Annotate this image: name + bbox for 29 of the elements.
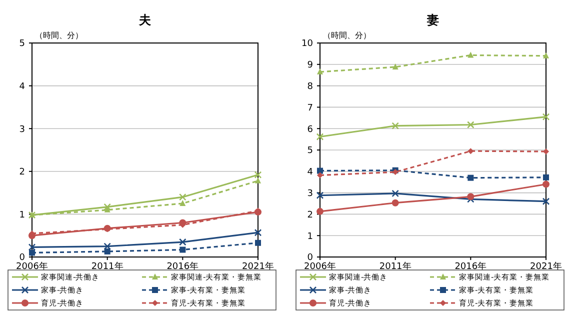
chart-title: 夫: [138, 13, 152, 27]
x-tick-label: 2021年: [530, 261, 562, 272]
y-tick-label: 2: [307, 210, 313, 220]
x-tick-label: 2006年: [16, 261, 48, 272]
x-tick-label: 2016年: [454, 261, 487, 272]
y-tick-label: 5: [19, 39, 25, 50]
y-tick-label: 4: [307, 168, 314, 178]
y-tick-label: 5: [307, 146, 313, 156]
y-tick-label: 1: [307, 232, 313, 242]
y-tick-label: 6: [307, 124, 314, 135]
x-tick-label: 2016年: [166, 261, 199, 272]
x-tick-label: 2006年: [304, 261, 336, 272]
y-tick-label: 10: [302, 39, 314, 50]
x-tick-label: 2021年: [242, 261, 274, 272]
x-tick-label: 2011年: [91, 261, 124, 272]
y-tick-label: 2: [19, 168, 25, 178]
y-tick-label: 0: [19, 253, 26, 264]
y-tick-label: 4: [19, 82, 26, 92]
chart-title: 妻: [426, 13, 439, 27]
y-axis-title: （時間、分）: [323, 31, 371, 40]
y-tick-label: 9: [307, 60, 314, 71]
y-tick-label: 3: [307, 188, 313, 199]
y-tick-label: 0: [307, 253, 314, 264]
y-tick-label: 7: [307, 103, 313, 114]
y-tick-label: 3: [19, 124, 25, 135]
y-tick-label: 8: [307, 82, 314, 92]
x-tick-label: 2011年: [379, 261, 412, 272]
y-axis-title: （時間、分）: [35, 31, 83, 40]
y-tick-label: 1: [19, 210, 25, 220]
